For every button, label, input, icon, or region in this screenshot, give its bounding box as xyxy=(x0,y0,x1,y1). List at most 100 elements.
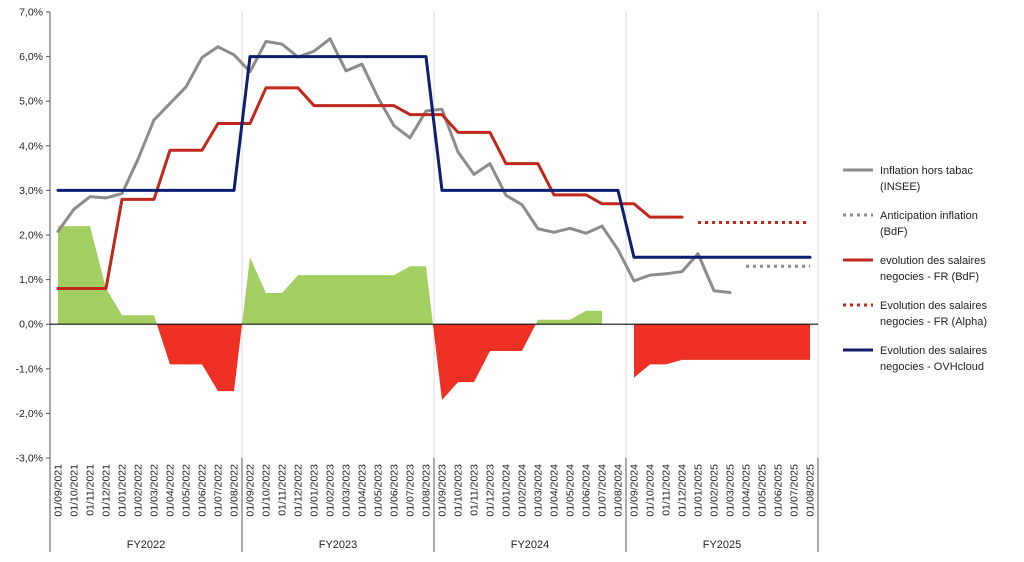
x-tick-label: 01/08/2023 xyxy=(421,464,433,517)
area-segment-6a xyxy=(154,315,157,325)
area-segment-6b xyxy=(156,324,170,365)
x-tick-label: 01/11/2022 xyxy=(277,464,289,516)
y-tick-label: -2,0% xyxy=(16,408,43,420)
x-tick-label: 01/11/2021 xyxy=(85,464,97,516)
x-tick-label: 01/09/2021 xyxy=(53,464,65,517)
area-segment-31 xyxy=(554,319,570,325)
y-tick-label: 1,0% xyxy=(19,274,43,286)
area-segment-27 xyxy=(490,324,506,351)
area-segment-38 xyxy=(666,324,682,365)
x-tick-label: 01/05/2025 xyxy=(757,464,769,517)
legend-label-line1: evolution des salaires xyxy=(880,255,986,267)
area-segment-43 xyxy=(746,324,762,360)
y-tick-label: 0,0% xyxy=(19,319,43,331)
area-segment-22 xyxy=(410,266,426,325)
x-tick-label: 01/07/2024 xyxy=(597,464,609,517)
x-tick-label: 01/05/2024 xyxy=(565,464,577,517)
x-tick-label: 01/12/2024 xyxy=(677,464,689,517)
series-line-0-0 xyxy=(56,37,732,295)
legend-label-line1: Inflation hors tabac xyxy=(880,165,973,177)
area-segment-19 xyxy=(362,275,378,325)
x-tick-label: 01/01/2025 xyxy=(693,464,705,517)
y-tick-label: 3,0% xyxy=(19,185,43,197)
legend-label-line2: (BdF) xyxy=(880,226,908,238)
legend: Inflation hors tabac (INSEE) Anticipation … xyxy=(843,165,988,373)
y-tick-label: -3,0% xyxy=(16,453,43,465)
group-label: FY2022 xyxy=(127,539,166,551)
area-segment-16 xyxy=(314,275,330,325)
group-label: FY2024 xyxy=(511,539,550,551)
difference-area xyxy=(58,226,810,401)
area-segment-11a xyxy=(234,324,242,392)
x-tick-label: 01/06/2025 xyxy=(773,464,785,517)
x-tick-label: 01/02/2023 xyxy=(325,464,337,517)
x-tick-label: 01/12/2021 xyxy=(101,464,113,517)
x-tick-label: 01/01/2024 xyxy=(501,464,513,517)
x-tick-label: 01/10/2022 xyxy=(261,464,273,517)
x-tick-label: 01/07/2025 xyxy=(789,464,801,517)
area-segment-30 xyxy=(538,319,554,325)
group-label: FY2023 xyxy=(319,539,358,551)
area-segment-29a xyxy=(522,324,536,351)
x-tick-label: 01/03/2025 xyxy=(725,464,737,517)
area-segment-23a xyxy=(426,266,433,325)
area-segment-26 xyxy=(474,324,490,383)
y-tick-label: 7,0% xyxy=(19,7,43,19)
series-lines xyxy=(56,37,812,295)
area-segment-3 xyxy=(106,288,122,325)
x-tick-label: 01/08/2022 xyxy=(229,464,241,517)
area-segment-29b xyxy=(535,319,538,325)
area-segment-9 xyxy=(202,324,218,392)
area-segment-13 xyxy=(266,292,282,325)
area-segment-23b xyxy=(432,324,442,401)
area-segment-25 xyxy=(458,324,474,383)
legend-label-line1: Anticipation inflation xyxy=(880,210,978,222)
area-segment-40 xyxy=(698,324,714,360)
area-segment-46 xyxy=(794,324,810,360)
area-segment-21 xyxy=(394,266,410,325)
x-tick-label: 01/02/2025 xyxy=(709,464,721,517)
x-tick-label: 01/10/2021 xyxy=(69,464,81,517)
area-segment-8 xyxy=(186,324,202,365)
area-segment-1 xyxy=(74,226,90,325)
legend-label-line1: Evolution des salaires xyxy=(880,345,988,357)
area-segment-28 xyxy=(506,324,522,351)
x-axis-labels: 01/09/2021 01/10/2021 01/11/2021 01/12/2021… xyxy=(53,464,817,517)
x-tick-label: 01/09/2023 xyxy=(437,464,449,517)
x-tick-label: 01/04/2022 xyxy=(165,464,177,517)
x-tick-label: 01/06/2023 xyxy=(389,464,401,517)
legend-label-line2: negocies - FR (Alpha) xyxy=(880,316,987,328)
area-segment-42 xyxy=(730,324,746,360)
x-tick-label: 01/11/2024 xyxy=(661,464,673,516)
series-line-4-0 xyxy=(56,55,812,259)
x-tick-label: 01/06/2022 xyxy=(197,464,209,517)
x-tick-label: 01/07/2022 xyxy=(213,464,225,517)
area-segment-12 xyxy=(250,257,266,325)
x-tick-label: 01/12/2023 xyxy=(485,464,497,517)
x-tick-label: 01/03/2023 xyxy=(341,464,353,517)
x-tick-label: 01/11/2023 xyxy=(469,464,481,516)
area-segment-0 xyxy=(58,226,74,325)
legend-label-line2: (INSEE) xyxy=(880,181,920,193)
y-tick-label: -1,0% xyxy=(16,363,43,375)
y-tick-label: 2,0% xyxy=(19,230,43,242)
x-tick-label: 01/05/2022 xyxy=(181,464,193,517)
x-tick-label: 01/01/2022 xyxy=(117,464,129,517)
x-tick-label: 01/10/2023 xyxy=(453,464,465,517)
x-tick-label: 01/07/2023 xyxy=(405,464,417,517)
area-segment-24 xyxy=(442,324,458,401)
axes: -3,0% -2,0% -1,0% 0,0% 1,0% 2,0% 3,0% 4,0% 5,0% 6… xyxy=(16,7,818,550)
area-segment-18 xyxy=(346,275,362,325)
x-tick-label: 01/08/2024 xyxy=(613,464,625,517)
legend-label-line2: negocies - OVHcloud xyxy=(880,361,984,373)
x-tick-label: 01/02/2022 xyxy=(133,464,145,517)
area-segment-4 xyxy=(122,315,138,325)
area-segment-2 xyxy=(90,226,106,325)
x-tick-label: 01/09/2024 xyxy=(629,464,641,517)
y-tick-label: 4,0% xyxy=(19,140,43,152)
area-segment-32 xyxy=(570,310,586,325)
area-segment-45 xyxy=(778,324,794,360)
x-tick-label: 01/10/2024 xyxy=(645,464,657,517)
x-tick-label: 01/03/2024 xyxy=(533,464,545,517)
